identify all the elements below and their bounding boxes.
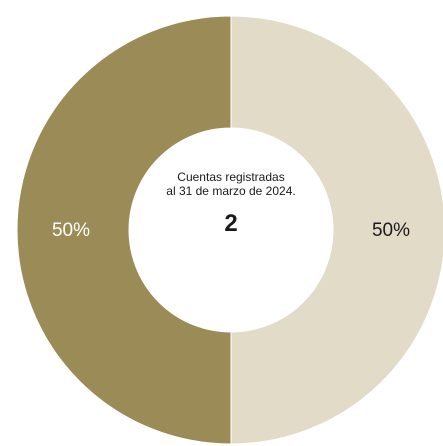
donut-center: Cuentas registradas al 31 de marzo de 20… — [131, 170, 331, 238]
donut-slice-1 — [16, 15, 232, 445]
center-caption-line2: al 31 de marzo de 2024. — [166, 184, 296, 198]
center-total-value: 2 — [224, 210, 238, 237]
center-caption-line1: Cuentas registradas — [177, 170, 285, 184]
center-caption: Cuentas registradas al 31 de marzo de 20… — [131, 170, 331, 198]
slice-label-2: 50% — [372, 220, 410, 241]
slice-label-1: 50% — [52, 220, 90, 241]
donut-slice-2 — [230, 15, 443, 445]
